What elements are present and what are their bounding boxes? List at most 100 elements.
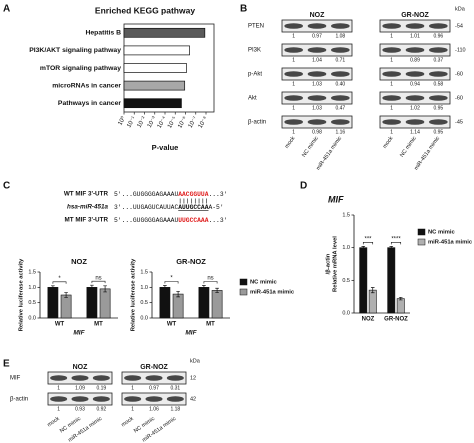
x-tick-label: 10⁻⁸ [197,115,209,130]
quant-label: 0.31 [170,385,180,391]
blot-band [307,71,327,77]
x-tick-label: NOZ [362,317,375,323]
blot-band [145,375,163,381]
row-label: β-actin [248,120,266,126]
quant-label: 1 [131,385,134,391]
blot-band [382,119,401,125]
category-label: Hepatitis B [85,30,121,37]
quant-label: 0.95 [433,105,443,111]
quant-label: 1 [57,385,60,391]
lane-label: miR-451a mimic [315,135,343,171]
blot-band [92,396,110,402]
category-label: Pathways in cancer [58,100,121,107]
blot-band [331,23,350,29]
blot-band [429,47,448,53]
significance-bracket [362,242,374,245]
x-tick-label: 10⁻⁴ [156,115,168,130]
y-axis-label: Relative mRNA level [333,236,339,292]
quant-label: 1 [390,129,393,135]
panel-label: E [3,359,10,370]
sequence: 3'...UUGAGUCAUUACAUUGCCAAA-5' [114,204,224,211]
quant-label: 1.14 [410,129,420,135]
blot-band [166,396,184,402]
blot-band [382,95,401,101]
x-tick-label: 10⁻¹ [126,116,137,129]
lane-label: mock [120,416,134,429]
quant-label: 0.97 [312,33,322,39]
category-label: PI3K/AKT signaling pathway [29,47,121,54]
quant-label: 0.98 [312,129,322,135]
row-label: PTEN [248,24,264,30]
quant-label: 1.02 [410,105,420,111]
sequence-segment: 3'...UUGAGUCAUUAC [114,204,178,211]
significance-bracket [203,281,218,284]
x-axis-label: MIF [73,330,85,337]
panel-label: D [300,181,307,192]
lane-label: mock [284,135,297,149]
significance-label: **** [391,236,401,242]
row-label: β-actin [10,397,28,403]
quant-label: 1.18 [170,406,180,412]
x-tick-label: MT [206,322,215,328]
quant-label: 1 [292,57,295,63]
category-label: microRNAs in cancer [52,82,121,89]
error-bar [389,246,394,250]
quant-label: 1.03 [312,105,322,111]
category-label: mTOR signaling pathway [40,65,121,72]
blot-band [307,23,327,29]
kda-label: 12 [190,375,196,381]
quant-label: 1.16 [335,129,345,135]
quant-label: 0.97 [149,385,159,391]
kda-label: -60 [455,95,463,101]
blot-band [92,375,110,381]
significance-label: ns [95,275,101,281]
error-bar [215,287,219,293]
sequence-segment: ...3' [208,217,227,224]
kda-label: -54 [455,23,463,29]
blot-band [331,119,350,125]
legend-swatch [417,228,426,236]
quant-label: 1 [57,406,60,412]
bar [123,63,187,73]
blot-band [71,396,89,402]
quant-label: 1 [131,406,134,412]
bar [123,27,206,38]
lane-label: mock [382,135,395,149]
error-bar [202,285,206,290]
y-tick-label: 1.0 [342,245,350,251]
quant-label: 0.93 [75,406,85,412]
x-axis-label: P-value [152,143,179,152]
quant-label: 0.47 [335,105,345,111]
group-label: GR-NOZ [401,12,429,19]
error-bar [398,296,403,301]
quant-label: 1 [292,81,295,87]
lane-label: miR-451a mimic [413,135,441,171]
y-tick-label: 1.5 [342,212,350,218]
error-bar [163,285,167,290]
bar [47,287,59,319]
quant-label: 0.92 [96,406,106,412]
legend-label: miR-451a mimic [428,240,473,246]
blot-band [124,375,142,381]
sequence-segment: AACGGUUA [178,191,208,198]
y-tick-label: 1.5 [140,269,148,275]
blot-band [429,23,448,29]
sequence-segment: UUGCCAAA [178,217,208,224]
blot-band [307,119,327,125]
y-tick-label: 0.5 [140,300,148,306]
bar [396,298,405,314]
blot-band [405,71,425,77]
blot-band [382,23,401,29]
blot-band [405,119,425,125]
quant-label: 1.01 [410,33,420,39]
quant-label: 1 [390,33,393,39]
quant-label: 1.03 [312,81,322,87]
panel-label: C [3,181,10,192]
y-tick-label: 0.0 [28,315,36,321]
chart-title: Enriched KEGG pathway [95,5,195,15]
bar [387,247,396,314]
blot-band [50,396,68,402]
chart-title: NOZ [71,257,87,266]
row-label: MIF [10,376,21,382]
blot-band [284,119,303,125]
